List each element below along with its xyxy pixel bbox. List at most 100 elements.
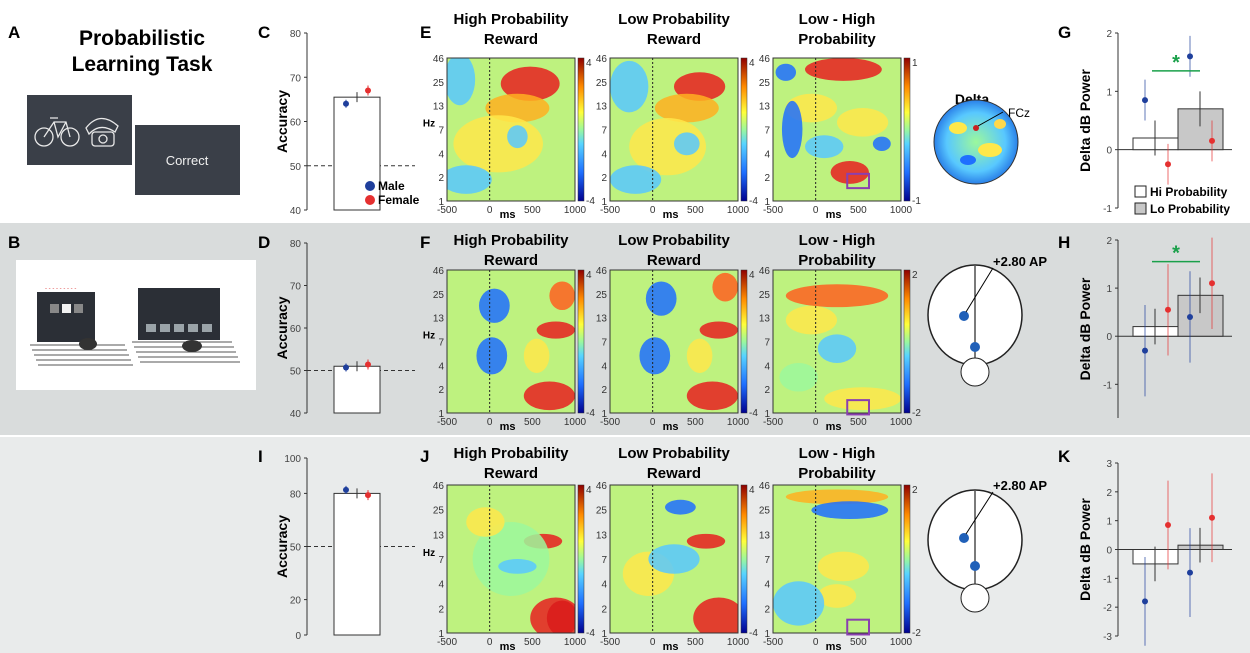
accuracy-ylabel: Accuracy [274, 90, 290, 153]
tf-blob [648, 544, 700, 574]
delta-tick-label: 1 [1106, 517, 1112, 528]
tf-x-tick: 1000 [564, 417, 587, 428]
accuracy-tick-label: 80 [290, 489, 302, 500]
tf-blob [817, 584, 857, 608]
tf-title-line-2: Probability [798, 31, 876, 48]
tf-y-tick: 4 [764, 149, 770, 160]
tf-ms-label: ms [500, 641, 516, 653]
panel-letter-i: I [258, 447, 263, 466]
tf-y-tick: 13 [596, 102, 608, 113]
tf-blob [536, 321, 575, 339]
tf-y-tick: 13 [596, 530, 608, 541]
female-hi-point [1165, 306, 1171, 313]
tf-x-tick: 1000 [564, 205, 587, 216]
accuracy-tick-label: 70 [290, 282, 302, 293]
tf-y-tick: 13 [596, 314, 608, 325]
delta-tick-label: 2 [1106, 488, 1112, 499]
tf-blob [610, 165, 662, 194]
tf-heatmap-blobs [447, 58, 575, 201]
panel-letter-h: H [1058, 233, 1070, 252]
tf-y-tick: 25 [759, 78, 771, 89]
tf-hz-label: Hz [423, 119, 435, 130]
tf-x-tick: 1000 [890, 637, 913, 648]
tf-ms-label: ms [663, 209, 679, 221]
tf-blob [817, 334, 857, 363]
tf-frame [772, 269, 902, 414]
tf-ms-label: ms [663, 641, 679, 653]
telephone-icon [85, 117, 119, 147]
tf-y-tick: 1 [601, 197, 607, 208]
tf-ms-label: ms [500, 209, 516, 221]
tf-x-tick: -500 [437, 205, 457, 216]
tf-title-line-2: Probability [798, 465, 876, 482]
delta-tick-label: 3 [1106, 459, 1112, 470]
tf-y-tick: 4 [601, 580, 607, 591]
tf-blob [781, 100, 803, 159]
tf-x-tick: -500 [600, 205, 620, 216]
tf-blob [773, 581, 825, 626]
tf-x-tick: -500 [763, 637, 783, 648]
tf-x-tick: 500 [850, 637, 867, 648]
accuracy-tick-label: 20 [290, 596, 302, 607]
tf-y-tick: 4 [438, 361, 444, 372]
tf-x-tick: 1000 [564, 637, 587, 648]
tf-y-tick: 1 [438, 409, 444, 420]
panel-letter-f: F [420, 233, 430, 252]
tf-plot-r3-c3: Low - High Probability 46 25 13 7 4 2 1-500 0 500 1… [759, 445, 921, 653]
significance-star: * [1172, 52, 1180, 74]
tf-y-tick: 7 [601, 555, 607, 566]
delta-tick-label: 0 [1106, 146, 1112, 157]
tf-title-line-2: Reward [647, 252, 701, 269]
task-title-line-1: Probabilistic [79, 27, 205, 50]
tf-ms-label: ms [500, 421, 516, 433]
tf-x-tick: -500 [600, 417, 620, 428]
accuracy-tick-label: 70 [290, 73, 302, 84]
accuracy-ylabel: Accuracy [274, 515, 290, 578]
tf-title-line-2: Reward [484, 31, 538, 48]
tf-x-tick: 500 [687, 637, 704, 648]
tf-blob [654, 93, 719, 123]
delta-power-charts: 2 1 0 -1 Delta dB Power * 2 1 0 -1 Delta dB Power *… [1077, 29, 1232, 646]
tf-frame [772, 57, 902, 202]
tf-blob [500, 66, 560, 101]
tf-y-tick: 7 [764, 338, 770, 349]
male-hi-point [1142, 97, 1148, 104]
tf-frame [446, 57, 576, 202]
tf-title-line-1: Low - High [799, 232, 876, 249]
colorbar-min: -4 [586, 196, 595, 207]
tf-blob [485, 93, 550, 123]
feedback-screen: Correct [135, 125, 240, 195]
male-hi-point [1142, 347, 1148, 354]
tf-plot-r3-c1: High Probability Reward 46 25 13 7 4 2 1-500 0 500… [423, 445, 595, 653]
tf-x-tick: -500 [763, 417, 783, 428]
tf-title-line-1: Low - High [799, 445, 876, 462]
tf-y-tick: 13 [759, 102, 771, 113]
tf-blob [507, 125, 528, 149]
tf-colorbar [740, 484, 748, 634]
accuracy-bar [333, 492, 381, 636]
tf-y-tick: 1 [764, 629, 770, 640]
tf-y-tick: 1 [438, 197, 444, 208]
tf-title-line-1: Low Probability [618, 232, 730, 249]
tf-blob [686, 338, 713, 373]
tf-y-tick: 7 [764, 126, 770, 137]
tf-y-tick: 2 [601, 604, 607, 615]
tf-ms-label: ms [826, 641, 842, 653]
female-hi-point [1165, 521, 1171, 528]
panel-letter-b: B [8, 233, 20, 252]
panel-letter-a: A [8, 23, 20, 42]
delta-ylabel: Delta dB Power [1077, 69, 1093, 172]
tf-y-tick: 13 [433, 102, 445, 113]
tf-blob [872, 136, 891, 151]
tf-blob [699, 321, 738, 339]
stimulus-screen [27, 95, 132, 165]
tf-title-line-1: High Probability [453, 232, 569, 249]
rat-brain-electrode-row3: +2.80 AP [927, 478, 1047, 613]
legend-male: Male [378, 179, 405, 193]
tf-y-tick: 25 [433, 290, 445, 301]
delta-tick-label: -2 [1103, 603, 1112, 614]
tf-heatmap-blobs [610, 270, 738, 413]
